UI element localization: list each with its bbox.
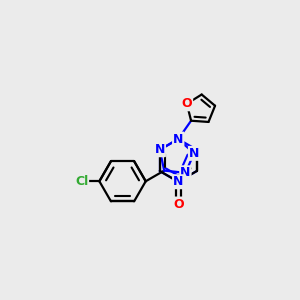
Text: N: N — [180, 166, 190, 179]
Text: N: N — [173, 175, 183, 188]
Text: Cl: Cl — [75, 175, 88, 188]
Text: N: N — [154, 143, 165, 156]
Text: N: N — [189, 147, 199, 160]
Text: N: N — [173, 133, 183, 146]
Text: O: O — [173, 197, 184, 211]
Text: O: O — [182, 97, 192, 110]
